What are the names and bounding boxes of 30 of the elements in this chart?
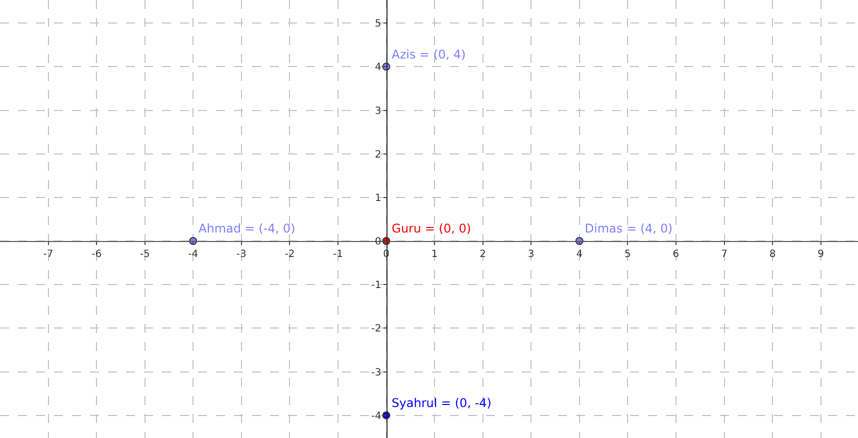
x-tick-label: -7: [43, 249, 54, 260]
series-label: Syahrul = (0, -4): [392, 396, 492, 410]
series-label: Ahmad = (-4, 0): [198, 222, 296, 236]
y-tick-label: 2: [374, 149, 382, 160]
x-tick-label: -5: [140, 249, 150, 260]
y-tick-label: -1: [371, 280, 382, 292]
x-tick-label: 1: [431, 249, 438, 260]
y-tick-label: 5: [374, 18, 382, 30]
y-tick-label: -3: [371, 367, 382, 378]
y-tick-label: -4: [371, 410, 382, 422]
series-label: Guru = (0, 0): [392, 222, 472, 236]
x-tick-label: -4: [188, 249, 198, 260]
x-tick-label: 2: [480, 249, 486, 260]
x-tick-label: -2: [284, 249, 295, 260]
y-tick-label: 1: [374, 192, 382, 204]
x-tick-label: -3: [236, 249, 246, 260]
x-tick-label: 7: [721, 249, 728, 260]
x-tick-label: -6: [92, 249, 102, 260]
x-tick-label: -1: [333, 249, 343, 260]
x-tick-label: 9: [818, 249, 824, 260]
x-tick-label: 8: [769, 249, 776, 260]
y-tick-label: 4: [374, 62, 382, 74]
series-label: Azis = (0, 4): [392, 47, 466, 62]
y-tick-label: 3: [374, 106, 382, 117]
x-tick-label: 3: [528, 249, 534, 260]
x-tick-label: 6: [672, 249, 680, 260]
x-tick-label: 4: [576, 249, 583, 260]
series-label: Dimas = (4, 0): [584, 222, 673, 236]
y-tick-label: -2: [371, 324, 382, 335]
x-tick-label: 5: [624, 249, 631, 260]
